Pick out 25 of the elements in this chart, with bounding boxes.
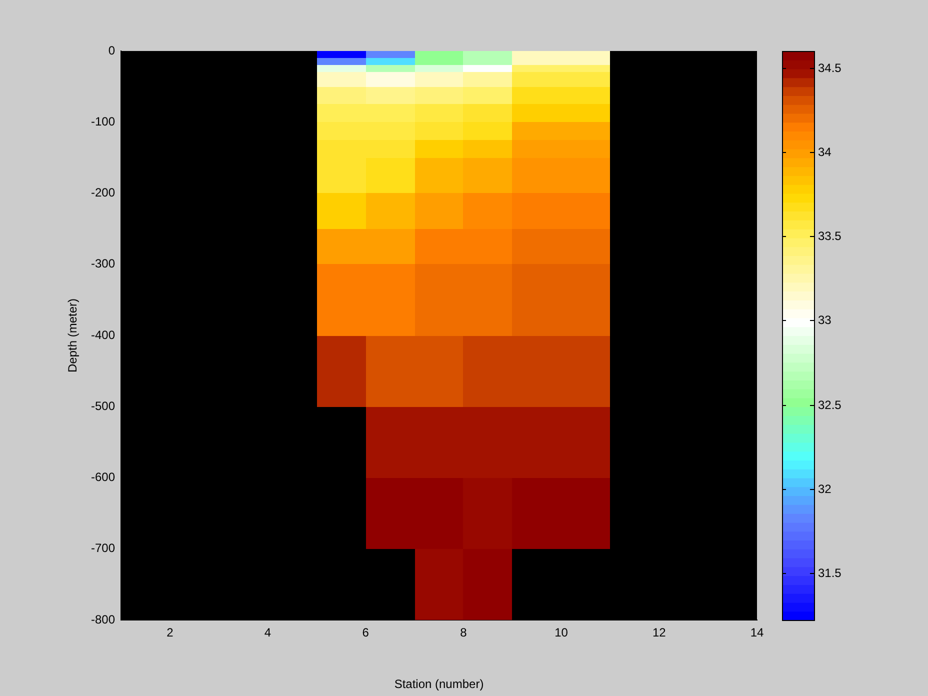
x-tick-label: 10 [554, 626, 568, 640]
x-tick-label: 6 [362, 626, 370, 640]
color-bar-label: 32 [818, 482, 832, 496]
y-tick-label: -200 [90, 186, 116, 200]
x-tick-label: 4 [264, 626, 272, 640]
x-axis-title: Station (number) [394, 677, 484, 692]
color-bar-label: 31.5 [818, 566, 842, 580]
y-tick-label: -700 [90, 541, 116, 556]
y-tick-label: -300 [90, 256, 116, 271]
y-tick-label: -500 [90, 398, 116, 413]
y-tick-label: -400 [90, 328, 116, 342]
color-bar-label: 34 [818, 144, 832, 159]
color-bar-label: 33 [818, 312, 832, 327]
x-tick-label: 12 [652, 626, 666, 640]
y-tick-label: -800 [90, 612, 116, 626]
color-bar-label: 34.5 [818, 60, 842, 75]
y-tick-label: 0 [108, 43, 116, 58]
x-tick-label: 14 [750, 626, 764, 640]
x-tick-label: 8 [460, 626, 468, 640]
x-tick-label: 2 [166, 626, 174, 640]
y-axis-title: Depth (meter) [66, 298, 80, 373]
color-bar-label: 33.5 [818, 228, 842, 243]
y-tick-label: -100 [90, 114, 116, 128]
color-bar-label: 32.5 [818, 398, 842, 412]
y-tick-label: -600 [90, 470, 116, 484]
